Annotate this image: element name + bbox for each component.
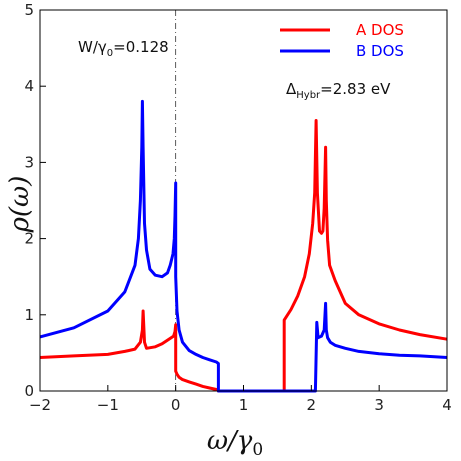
x-axis-title-sub: 0 <box>252 440 263 460</box>
y-axis-ticks: 0 1 2 3 4 5 <box>24 1 46 400</box>
y-tick-label: 5 <box>24 1 34 19</box>
plot-area <box>39 9 448 393</box>
x-axis-title: ω/γ0 <box>207 426 263 460</box>
series-line-b-dos <box>39 99 448 393</box>
y-tick-label: 3 <box>24 153 34 171</box>
annotation-delta-pre: Δ <box>286 80 297 98</box>
x-axis-title-main: ω/γ <box>207 426 253 456</box>
x-tick-label: 1 <box>239 396 249 414</box>
annotation-delta: ΔHybr=2.83 eV <box>286 80 391 101</box>
legend-label-a-dos: A DOS <box>356 21 404 39</box>
annotation-w-post: =0.128 <box>113 38 169 56</box>
annotation-w-sub: 0 <box>107 48 113 59</box>
annotation-w: W/γ0=0.128 <box>78 38 169 59</box>
annotation-delta-sub: Hybr <box>296 90 321 101</box>
y-tick-label: 0 <box>24 382 34 400</box>
x-tick-label: −1 <box>97 396 119 414</box>
y-axis-title: ρ(ω) <box>5 176 35 234</box>
x-tick-label: 3 <box>374 396 384 414</box>
x-tick-label: −2 <box>29 396 51 414</box>
x-axis-ticks: −2 −1 0 1 2 3 4 <box>29 385 452 414</box>
x-tick-label: 4 <box>442 396 452 414</box>
x-tick-label: 0 <box>171 396 181 414</box>
annotation-w-pre: W/γ <box>78 38 107 56</box>
x-tick-label: 2 <box>307 396 317 414</box>
annotation-delta-post: =2.83 eV <box>320 80 391 98</box>
legend: A DOS B DOS <box>280 21 404 60</box>
y-tick-label: 2 <box>24 230 34 248</box>
y-tick-label: 1 <box>24 306 34 324</box>
legend-label-b-dos: B DOS <box>356 42 404 60</box>
y-tick-label: 4 <box>24 77 34 95</box>
